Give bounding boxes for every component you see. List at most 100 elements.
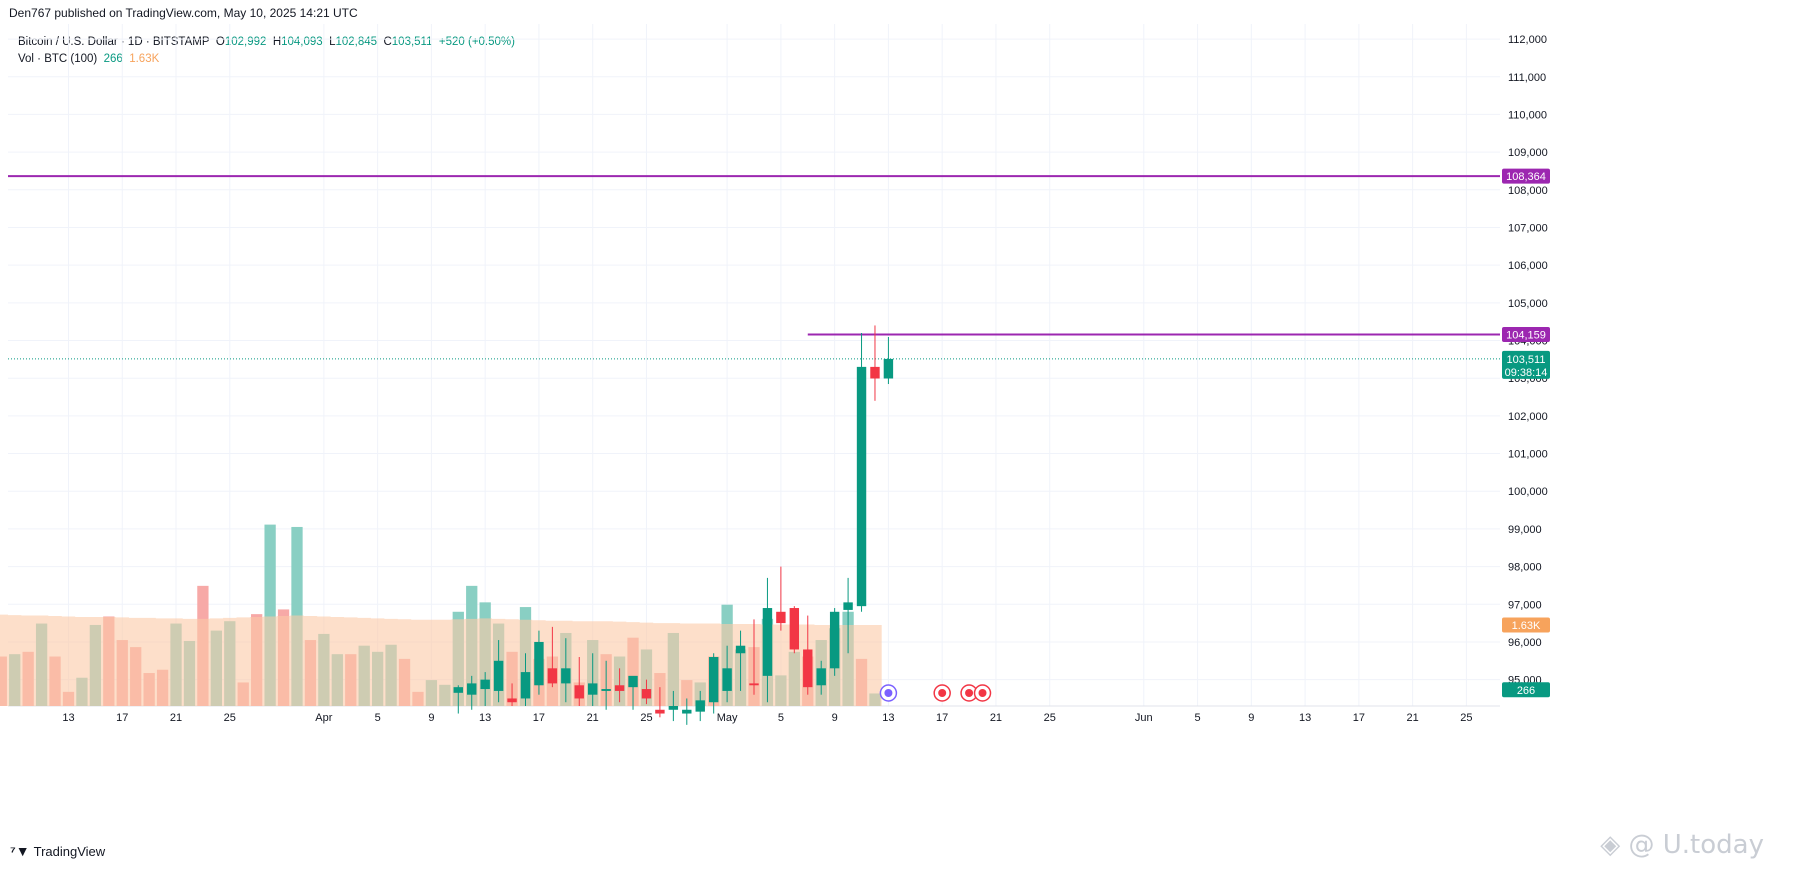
- published-header: Den767 published on TradingView.com, May…: [9, 6, 358, 20]
- legend-volume-label: Vol · BTC (100): [18, 53, 98, 65]
- watermark-logo-icon: ◈ @: [1600, 830, 1663, 860]
- candle-body: [520, 672, 531, 699]
- candle-body: [480, 679, 490, 690]
- candle-body: [829, 611, 840, 669]
- price-tick-label: 100,000: [1508, 486, 1548, 498]
- volume-last-tag-bg: [1502, 682, 1550, 698]
- volume-bar: [264, 524, 276, 706]
- candles: [453, 325, 894, 725]
- legend-close-label: C: [383, 36, 392, 48]
- candle-body: [749, 683, 759, 686]
- candle-body: [843, 602, 853, 610]
- time-tick-label: 13: [62, 712, 74, 724]
- level-tag-bg: [1502, 168, 1550, 184]
- tradingview-brand: TradingView: [33, 843, 106, 859]
- time-tick-label: 17: [1353, 712, 1365, 724]
- price-tick-label: 106,000: [1508, 260, 1548, 272]
- candle-body: [668, 706, 679, 710]
- candle-body: [641, 689, 652, 699]
- time-tick-label: 17: [936, 712, 948, 724]
- price-tick-label: 98,000: [1508, 562, 1542, 574]
- time-tick-label: 13: [479, 712, 491, 724]
- time-tick-label: 13: [882, 712, 894, 724]
- time-tick-label: 25: [640, 712, 652, 724]
- current-price-tag-text: 103,511: [1507, 354, 1546, 366]
- candle-body: [534, 641, 544, 686]
- time-tick-label: 9: [1248, 712, 1254, 724]
- candle-body: [708, 657, 719, 703]
- current-price-tag-text: 09:38:14: [1505, 367, 1548, 379]
- time-tick-label: 17: [116, 712, 128, 724]
- event-markers: [879, 684, 992, 702]
- legend-volume-ma: 1.63K: [129, 53, 160, 65]
- candle-body: [695, 700, 705, 712]
- time-tick-label: 25: [224, 712, 236, 724]
- candle-body: [561, 668, 571, 684]
- price-tick-label: 112,000: [1508, 34, 1547, 46]
- candle-body: [682, 709, 692, 714]
- price-tick-label: 102,000: [1508, 411, 1548, 423]
- legend-volume-value: 266: [103, 53, 123, 65]
- utoday-watermark: ◈ @ U.today: [1600, 830, 1764, 860]
- time-tick-label: May: [717, 712, 738, 724]
- candle-body: [601, 689, 611, 691]
- time-tick-label: 5: [1195, 712, 1201, 724]
- candle-body: [735, 645, 746, 654]
- candle-body: [614, 685, 625, 691]
- candle-body: [856, 366, 867, 607]
- time-tick-label: 5: [375, 712, 381, 724]
- chart-grid: [8, 24, 1500, 707]
- current-price-tag-bg: [1502, 350, 1550, 379]
- time-tick-label: 9: [428, 712, 434, 724]
- time-tick-label: 9: [832, 712, 838, 724]
- time-tick-label: Jun: [1135, 712, 1153, 724]
- price-tick-label: 99,000: [1508, 524, 1542, 536]
- legend-open-label: O: [215, 36, 225, 48]
- candle-body: [762, 608, 773, 676]
- volume-ma-area: [0, 614, 882, 706]
- event-flag-dot: [938, 689, 947, 697]
- level-tag-text: 104,159: [1506, 330, 1546, 342]
- price-levels: [8, 175, 1500, 360]
- event-flag-dot: [965, 689, 974, 697]
- watermark-text: U.today: [1662, 830, 1764, 860]
- candle-body: [870, 366, 880, 379]
- volume-last-tag-text: 266: [1517, 685, 1535, 697]
- volume-ma-tag-text: 1.63K: [1512, 620, 1541, 632]
- time-tick-label: 21: [170, 712, 182, 724]
- price-tick-label: 96,000: [1508, 637, 1542, 649]
- time-tick-label: 21: [1407, 712, 1419, 724]
- time-axis: 13 17 21 25 Apr 5 9 13 17 21 25 May 5 9 13 17 21 25 Jun 5 9 1…: [62, 712, 1472, 724]
- candle-body: [587, 683, 598, 695]
- candle-body: [453, 687, 463, 693]
- time-tick-label: 21: [587, 712, 599, 724]
- price-tick-label: 101,000: [1508, 449, 1548, 461]
- tradingview-footer[interactable]: ⁷▼ TradingView: [10, 843, 105, 859]
- candle-body: [547, 668, 558, 684]
- candle-body: [722, 668, 732, 691]
- price-tick-label: 110,000: [1508, 109, 1547, 121]
- price-tick-label: 107,000: [1508, 222, 1548, 234]
- candle-body: [655, 709, 665, 714]
- candle-body: [493, 660, 504, 691]
- time-tick-label: 5: [778, 712, 784, 724]
- candle-body: [803, 649, 813, 688]
- price-tick-label: 111,000: [1508, 72, 1546, 84]
- time-tick-label: 25: [1044, 712, 1056, 724]
- time-tick-label: 25: [1460, 712, 1472, 724]
- candle-body: [628, 675, 638, 688]
- price-tick-label: 109,000: [1508, 147, 1548, 159]
- legend-low-label: L: [329, 36, 336, 48]
- legend-volume-row: Vol · BTC (100) 266 1.63K: [18, 51, 515, 68]
- time-tick-label: 17: [533, 712, 545, 724]
- price-tick-label: 105,000: [1508, 298, 1548, 310]
- event-flag-dot: [884, 689, 893, 697]
- candle-body: [507, 698, 517, 703]
- candle-body: [789, 608, 800, 650]
- candle-body: [816, 668, 826, 686]
- level-tag-bg: [1502, 327, 1550, 343]
- volume-ma-tag-bg: [1502, 617, 1550, 633]
- level-tag-text: 108,364: [1506, 171, 1546, 183]
